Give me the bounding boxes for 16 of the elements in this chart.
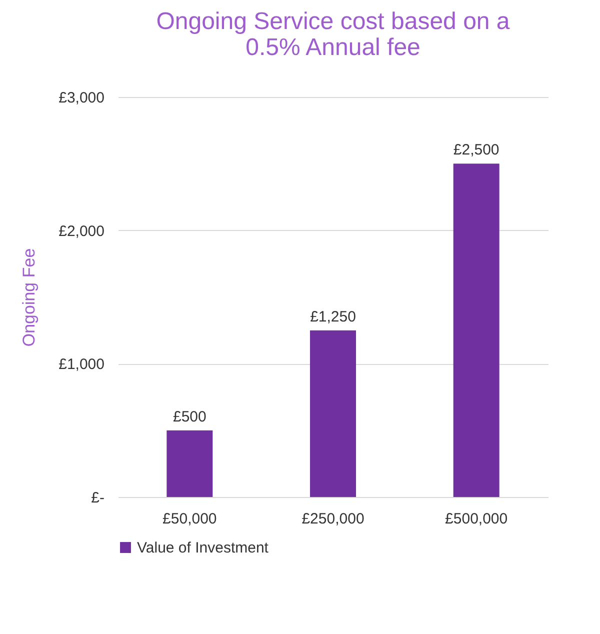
chart-title: Ongoing Service cost based on a 0.5% Annual fee xyxy=(156,8,510,61)
y-tick-label: £- xyxy=(91,490,104,506)
bar xyxy=(310,330,356,497)
bar xyxy=(166,430,213,497)
y-tick-label: £3,000 xyxy=(58,90,104,106)
x-tick-label: £50,000 xyxy=(162,510,217,528)
y-axis-title: Ongoing Fee xyxy=(20,248,39,347)
bar xyxy=(453,164,500,497)
y-tick-label: £2,000 xyxy=(58,222,104,240)
y-tick-label: £1,000 xyxy=(58,356,104,374)
x-tick-label: £250,000 xyxy=(302,510,364,528)
data-label: £500 xyxy=(172,408,206,426)
x-tick-label: £500,000 xyxy=(445,510,508,528)
data-label: £2,500 xyxy=(453,142,500,159)
legend-label: Value of Investment xyxy=(137,540,270,556)
data-label: £1,250 xyxy=(310,308,356,326)
